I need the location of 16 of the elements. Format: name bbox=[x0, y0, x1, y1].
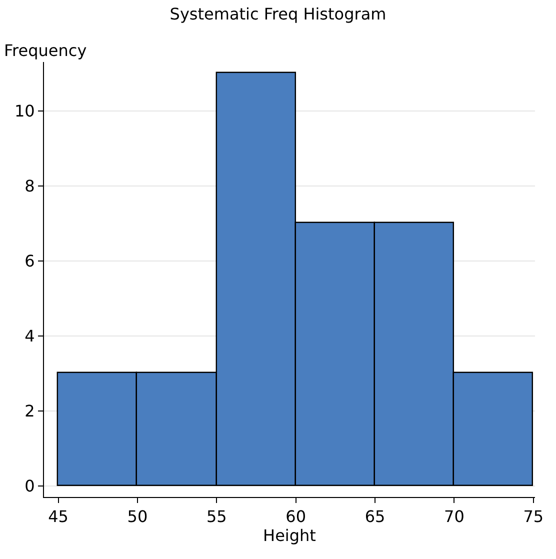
y-tick-label: 4 bbox=[24, 326, 35, 346]
x-tick-label: 75 bbox=[523, 507, 544, 526]
x-axis-title: Height bbox=[263, 526, 316, 546]
x-tick-label: 55 bbox=[206, 507, 227, 526]
y-tick-label: 2 bbox=[24, 401, 35, 420]
x-tick-label: 50 bbox=[127, 507, 148, 526]
chart-title: Systematic Freq Histogram bbox=[170, 4, 386, 24]
x-tick-label: 70 bbox=[444, 507, 464, 526]
x-tick-label: 60 bbox=[286, 507, 306, 526]
x-tick-label: 45 bbox=[48, 507, 68, 526]
y-axis-title: Frequency bbox=[4, 41, 87, 60]
y-tick-label: 0 bbox=[24, 476, 35, 496]
x-tick-label: 65 bbox=[364, 507, 386, 526]
y-tick-label: 8 bbox=[24, 176, 35, 196]
y-tick-label: 10 bbox=[14, 101, 35, 120]
y-tick-label: 6 bbox=[24, 251, 35, 270]
